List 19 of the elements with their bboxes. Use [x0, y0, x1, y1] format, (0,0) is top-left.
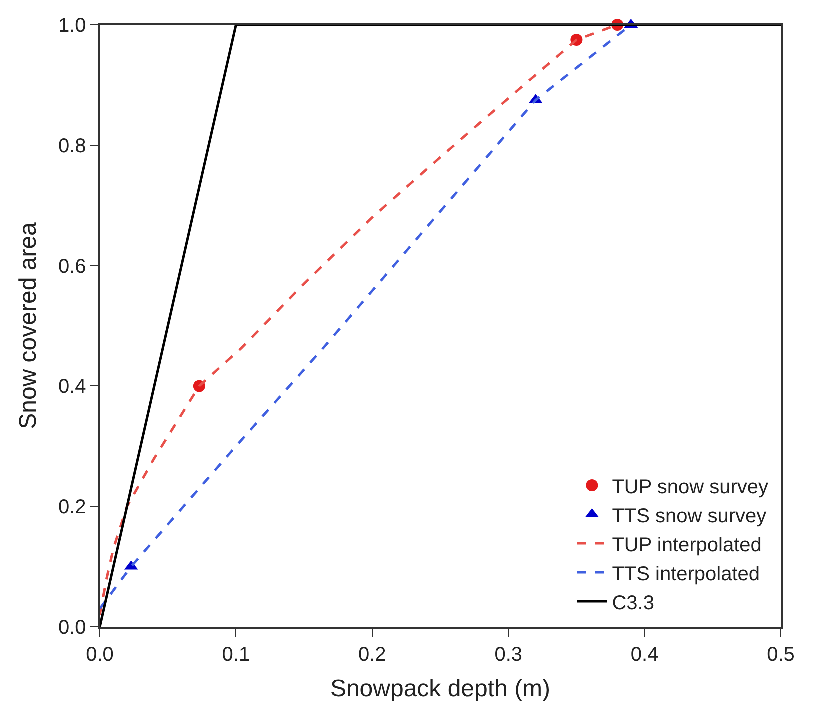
- x-tick-label: 0.5: [767, 644, 795, 666]
- x-tick-label: 0.0: [86, 644, 114, 666]
- x-tick-label: 0.4: [630, 644, 659, 666]
- x-tick-label: 0.1: [222, 644, 250, 666]
- legend-label: TUP interpolated: [612, 534, 762, 556]
- y-tick-label: 0.0: [58, 617, 86, 639]
- legend-label: TTS snow survey: [612, 505, 767, 528]
- x-axis-title: Snowpack depth (m): [330, 676, 551, 703]
- y-axis-title: Snow covered area: [15, 222, 42, 430]
- y-tick-label: 0.2: [58, 496, 86, 519]
- y-tick-label: 0.4: [58, 376, 86, 398]
- x-tick-label: 0.2: [358, 644, 386, 666]
- legend-label: C3.3: [612, 592, 654, 614]
- x-tick-label: 0.3: [494, 644, 523, 666]
- y-tick-label: 1.0: [58, 15, 86, 37]
- legend-label: TTS interpolated: [612, 563, 760, 586]
- y-tick-label: 0.6: [58, 256, 86, 278]
- legend-label: TUP snow survey: [612, 476, 769, 498]
- y-tick-label: 0.8: [58, 135, 86, 158]
